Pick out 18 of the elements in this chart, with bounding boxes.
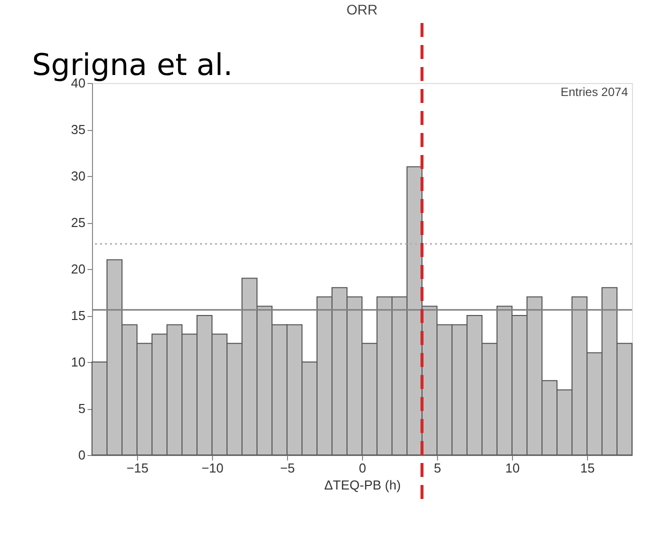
x-tick-label: 0: [358, 460, 366, 476]
x-tick-label: 5: [434, 460, 442, 476]
chart-title: ORR: [346, 2, 378, 18]
x-tick-label: 15: [580, 460, 595, 476]
x-tick-label: −5: [280, 460, 295, 476]
x-tick-label: −15: [126, 460, 149, 476]
y-tick-label: 15: [71, 308, 86, 323]
y-tick-label: 35: [71, 122, 86, 137]
y-tick-label: 0: [78, 448, 86, 462]
annotation: Entries 2074: [560, 85, 628, 99]
y-tick-label: 30: [71, 168, 86, 184]
x-axis-title: ΔTEQ-PB (h): [324, 478, 401, 492]
y-tick-label: 5: [78, 401, 86, 416]
y-tick-label: 20: [71, 262, 86, 276]
x-tick-label: 10: [505, 460, 520, 476]
y-tick-label: 25: [71, 215, 86, 230]
y-tick-label: 10: [71, 354, 86, 370]
x-tick-label: −10: [201, 460, 224, 476]
